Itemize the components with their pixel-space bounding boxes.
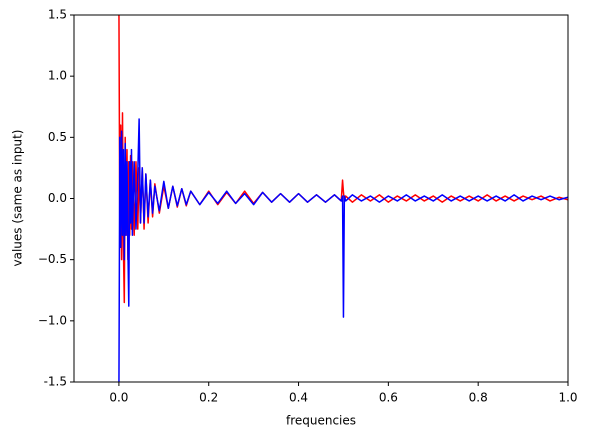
y-tick-label: 0.5 (48, 130, 67, 144)
y-axis-label: values (same as input) (11, 130, 25, 267)
x-axis-label: frequencies (286, 414, 356, 428)
x-tick-label: 0.8 (469, 391, 488, 405)
x-tick-label: 0.2 (199, 391, 218, 405)
y-tick-label: −1.0 (38, 313, 67, 327)
y-tick-label: −0.5 (38, 252, 67, 266)
x-tick-label: 0.4 (289, 391, 308, 405)
series-line (118, 118, 568, 382)
y-tick-label: -1.5 (44, 375, 67, 389)
y-tick-label: 1.5 (48, 8, 67, 22)
x-tick-label: 0.0 (109, 391, 128, 405)
y-tick-label: 1.0 (48, 69, 67, 83)
x-tick-label: 0.6 (379, 391, 398, 405)
y-tick-label: 0.0 (48, 191, 67, 205)
x-tick-label: 1.0 (558, 391, 577, 405)
plot-area (118, 15, 568, 382)
